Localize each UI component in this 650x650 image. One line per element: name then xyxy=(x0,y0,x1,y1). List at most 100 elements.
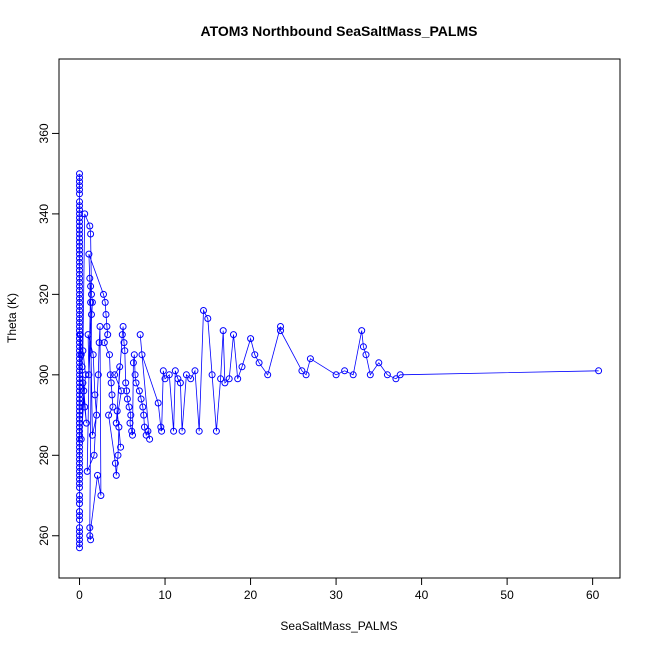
data-point xyxy=(116,363,124,371)
data-point xyxy=(76,270,83,278)
data-point xyxy=(255,359,263,367)
data-point xyxy=(76,315,83,322)
y-tick-label: 260 xyxy=(37,525,51,545)
data-point xyxy=(76,375,83,383)
data-point xyxy=(100,339,108,347)
data-point xyxy=(76,266,83,274)
data-point xyxy=(86,524,94,532)
data-point xyxy=(76,262,83,270)
data-point xyxy=(85,250,93,258)
data-point xyxy=(146,435,154,443)
data-point xyxy=(76,286,83,294)
data-point xyxy=(76,455,83,463)
data-point xyxy=(118,331,126,339)
data-point xyxy=(204,315,212,322)
data-point xyxy=(76,391,83,399)
data-point xyxy=(76,471,83,479)
data-point xyxy=(76,230,83,238)
data-point xyxy=(76,226,83,234)
data-point xyxy=(122,379,130,387)
data-point xyxy=(217,375,225,383)
data-point xyxy=(76,524,83,532)
data-point xyxy=(104,331,112,339)
data-point xyxy=(76,415,83,423)
data-point xyxy=(176,379,184,387)
data-point xyxy=(109,403,117,411)
data-point xyxy=(76,182,83,190)
data-point xyxy=(129,431,136,439)
data-point xyxy=(102,311,110,318)
y-tick-label: 320 xyxy=(37,284,51,304)
data-point xyxy=(76,311,83,318)
data-point xyxy=(94,371,102,379)
data-point xyxy=(117,443,125,451)
data-point xyxy=(93,411,101,419)
data-point xyxy=(76,218,83,226)
data-point xyxy=(106,351,113,359)
data-point xyxy=(359,343,367,351)
data-point xyxy=(383,371,391,379)
data-point xyxy=(76,339,83,347)
data-point xyxy=(76,419,83,427)
data-point xyxy=(106,371,114,379)
y-axis: 260 280 300 320 340 360 xyxy=(37,123,60,546)
data-point xyxy=(251,351,259,359)
data-point xyxy=(171,367,179,375)
data-point xyxy=(141,423,148,431)
y-axis-label: Theta (K) xyxy=(5,293,19,343)
data-point xyxy=(341,367,349,375)
data-point xyxy=(349,371,357,379)
data-point xyxy=(277,327,284,335)
data-point xyxy=(76,210,83,218)
data-point xyxy=(76,379,83,387)
data-point xyxy=(76,463,83,471)
data-point xyxy=(117,387,125,395)
data-point xyxy=(238,363,246,371)
data-point xyxy=(136,331,144,339)
data-point xyxy=(126,419,134,427)
data-point xyxy=(212,427,220,435)
x-tick-label: 40 xyxy=(415,588,429,602)
data-point xyxy=(76,198,83,206)
x-tick-label: 0 xyxy=(76,588,83,602)
data-point xyxy=(302,371,310,379)
data-point xyxy=(121,347,129,355)
data-point xyxy=(277,323,284,330)
data-point xyxy=(234,375,242,383)
data-point xyxy=(362,351,370,359)
data-point xyxy=(100,290,107,298)
data-point xyxy=(88,431,96,439)
data-point xyxy=(76,484,83,491)
data-point xyxy=(131,371,139,379)
y-tick-label: 300 xyxy=(37,364,51,384)
data-point xyxy=(247,335,255,343)
data-point xyxy=(264,371,272,379)
data-point xyxy=(76,431,83,439)
data-point xyxy=(97,492,105,499)
chart-title: ATOM3 Northbound SeaSaltMass_PALMS xyxy=(201,23,478,39)
data-point xyxy=(76,335,83,343)
data-point xyxy=(144,427,152,435)
data-point xyxy=(86,222,94,230)
data-point xyxy=(76,439,83,447)
data-point xyxy=(77,351,85,359)
x-axis: 0 10 20 30 40 50 60 xyxy=(76,577,600,602)
data-point xyxy=(111,371,119,379)
data-point xyxy=(76,467,83,475)
data-point xyxy=(127,411,135,419)
data-point xyxy=(76,540,83,548)
data-point xyxy=(230,331,237,339)
data-point xyxy=(158,427,166,435)
data-point xyxy=(76,278,83,286)
data-point xyxy=(187,375,195,383)
data-point xyxy=(137,395,145,403)
data-point xyxy=(76,459,83,467)
data-point xyxy=(195,427,203,435)
data-point xyxy=(392,375,400,383)
data-point xyxy=(366,371,374,379)
data-point xyxy=(132,379,140,387)
data-point xyxy=(138,351,146,359)
data-point xyxy=(298,367,306,375)
data-point xyxy=(123,395,131,403)
data-point xyxy=(95,339,103,347)
